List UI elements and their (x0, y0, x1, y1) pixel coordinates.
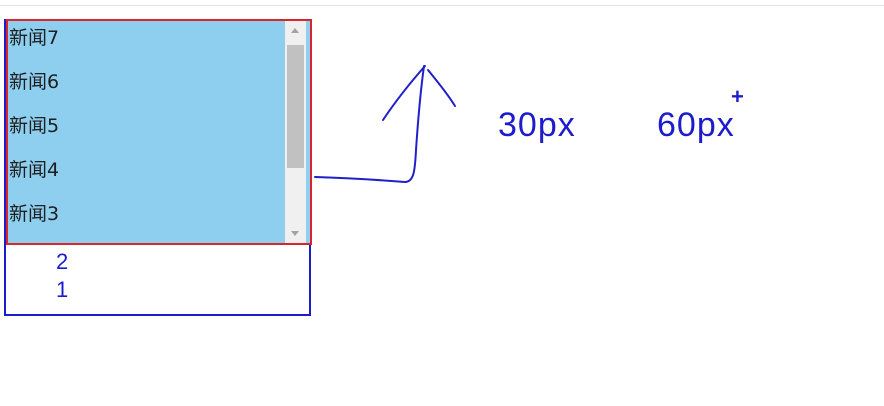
annotation-plus-sign: + (731, 84, 744, 109)
list-item[interactable]: 新闻3 (9, 203, 60, 225)
vertical-scrollbar[interactable] (285, 21, 306, 243)
list-item[interactable]: 新闻4 (9, 159, 60, 181)
scrollbar-thumb[interactable] (287, 44, 304, 169)
list-item[interactable]: 新闻7 (9, 27, 60, 49)
arrow-shaft (314, 65, 425, 183)
arrow-head-left (382, 65, 426, 121)
below-item: 2 (56, 249, 69, 274)
news-list-box[interactable]: 新闻7 新闻6 新闻5 新闻4 新闻3 (6, 19, 312, 245)
scroll-up-arrow-icon[interactable] (285, 21, 306, 40)
list-item[interactable]: 新闻5 (9, 115, 60, 137)
annotation-label-60px: 60px (657, 106, 735, 144)
arrow-head-right (427, 69, 456, 107)
list-item[interactable]: 新闻6 (9, 71, 60, 93)
hidden-items-annotation: 2 1 (56, 248, 68, 304)
news-list[interactable]: 新闻7 新闻6 新闻5 新闻4 新闻3 (8, 21, 285, 243)
below-item: 1 (56, 277, 69, 302)
top-divider (0, 5, 884, 6)
annotation-label-30px: 30px (498, 106, 576, 144)
scroll-down-arrow-icon[interactable] (285, 224, 306, 243)
